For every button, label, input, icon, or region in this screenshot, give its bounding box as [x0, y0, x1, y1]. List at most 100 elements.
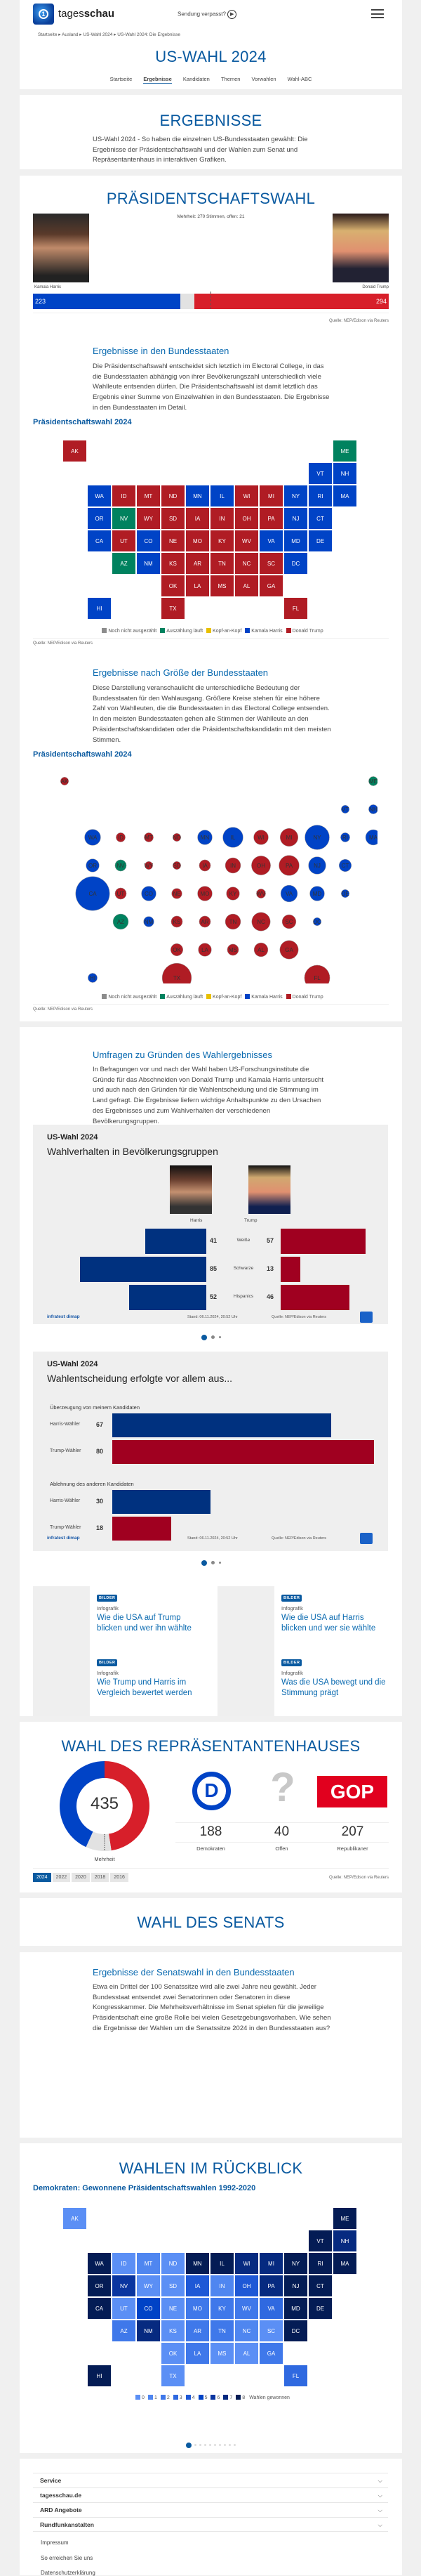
bubble-nc[interactable]: NC: [251, 912, 271, 931]
state-shape[interactable]: [186, 2343, 209, 2364]
state-mt[interactable]: MT: [137, 485, 160, 506]
state-ar[interactable]: AR: [186, 2320, 209, 2341]
bubble-de[interactable]: DE: [341, 889, 349, 898]
state-bubble[interactable]: [116, 832, 126, 842]
state-shape[interactable]: [284, 2275, 307, 2296]
state-bubble[interactable]: [198, 943, 212, 957]
state-ak[interactable]: AK: [63, 2208, 86, 2229]
bubble-in[interactable]: IN: [225, 857, 241, 874]
state-shape[interactable]: [284, 2365, 307, 2386]
history-map[interactable]: AK ME VT NH WA ID MT ND MN IL WI MI NY RI MA OR NV WY SD IA…: [62, 2206, 363, 2389]
state-shape[interactable]: [235, 2253, 258, 2274]
state-shape[interactable]: [235, 530, 258, 551]
state-sc[interactable]: SC: [260, 2320, 283, 2341]
state-ga[interactable]: GA: [260, 575, 283, 596]
state-shape[interactable]: [161, 530, 185, 551]
breadcrumb-item[interactable]: Ausland: [62, 32, 79, 37]
bubble-nd[interactable]: ND: [173, 833, 181, 842]
state-nj[interactable]: NJ: [284, 2275, 307, 2296]
state-ut[interactable]: UT: [112, 2298, 135, 2319]
state-mn[interactable]: MN: [186, 485, 209, 506]
state-bubble[interactable]: [280, 884, 298, 903]
state-bubble[interactable]: [143, 916, 154, 927]
state-tn[interactable]: TN: [210, 553, 234, 574]
state-shape[interactable]: [260, 508, 283, 529]
bubble-nj[interactable]: NJ: [308, 856, 326, 875]
carousel-dot[interactable]: [234, 2444, 236, 2447]
brand-wordmark[interactable]: tagesschau: [58, 8, 114, 20]
results-map[interactable]: AK ME VT NH WA ID MT ND MN IL WI MI NY RI MA OR NV WY SD IA…: [62, 439, 363, 625]
state-shape[interactable]: [210, 2298, 234, 2319]
state-md[interactable]: MD: [284, 2298, 307, 2319]
state-bubble[interactable]: [75, 876, 110, 911]
state-shape[interactable]: [235, 553, 258, 574]
state-bubble[interactable]: [281, 914, 297, 929]
state-shape[interactable]: [137, 508, 160, 529]
state-shape[interactable]: [161, 485, 185, 506]
state-shape[interactable]: [284, 485, 307, 506]
state-al[interactable]: AL: [235, 575, 258, 596]
state-shape[interactable]: [210, 2275, 234, 2296]
state-shape[interactable]: [210, 2320, 234, 2341]
state-ok[interactable]: OK: [161, 2343, 185, 2364]
teaser-card[interactable]: BILDER Infografik Wie Trump und Harris im …: [33, 1651, 201, 1718]
state-va[interactable]: VA: [260, 530, 283, 551]
carousel-dot[interactable]: [219, 2444, 221, 2447]
state-shape[interactable]: [260, 575, 283, 596]
state-ms[interactable]: MS: [210, 2343, 234, 2364]
state-shape[interactable]: [284, 2253, 307, 2274]
state-ut[interactable]: UT: [112, 530, 135, 551]
state-oh[interactable]: OH: [235, 508, 258, 529]
state-bubble[interactable]: [313, 917, 321, 926]
state-ri[interactable]: RI: [309, 2253, 332, 2274]
state-ks[interactable]: KS: [161, 553, 185, 574]
bubble-nh[interactable]: NH: [368, 804, 377, 814]
state-shape[interactable]: [88, 485, 111, 506]
state-shape[interactable]: [235, 575, 258, 596]
state-az[interactable]: AZ: [112, 553, 135, 574]
bubble-ne[interactable]: NE: [171, 888, 182, 899]
state-dc[interactable]: DC: [284, 2320, 307, 2341]
state-bubble[interactable]: [225, 913, 241, 930]
bubble-fl[interactable]: FL: [304, 965, 330, 983]
bubble-co[interactable]: CO: [141, 886, 156, 901]
state-nd[interactable]: ND: [161, 2253, 185, 2274]
state-dc[interactable]: DC: [284, 553, 307, 574]
state-va[interactable]: VA: [260, 2298, 283, 2319]
state-nv[interactable]: NV: [112, 508, 135, 529]
state-mn[interactable]: MN: [186, 2253, 209, 2274]
footer-link-impressum[interactable]: Impressum: [41, 2539, 69, 2546]
state-tn[interactable]: TN: [210, 2320, 234, 2341]
state-shape[interactable]: [235, 485, 258, 506]
state-ct[interactable]: CT: [309, 2275, 332, 2296]
footer-link-contact[interactable]: So erreichen Sie uns: [41, 2555, 93, 2561]
bubble-mt[interactable]: MT: [144, 832, 154, 842]
state-nc[interactable]: NC: [235, 2320, 258, 2341]
state-sc[interactable]: SC: [260, 553, 283, 574]
state-ca[interactable]: CA: [88, 530, 111, 551]
carousel-dot[interactable]: [201, 1560, 207, 1566]
tab-kandidaten[interactable]: Kandidaten: [182, 76, 210, 82]
teaser-title[interactable]: Wie Trump und Harris im Vergleich bewert…: [97, 1678, 192, 1697]
state-me[interactable]: ME: [333, 2208, 356, 2229]
state-wa[interactable]: WA: [88, 485, 111, 506]
bubble-md[interactable]: MD: [309, 886, 325, 901]
state-bubble[interactable]: [225, 857, 241, 874]
state-bubble[interactable]: [340, 832, 350, 842]
state-bubble[interactable]: [197, 886, 213, 901]
bubble-al[interactable]: AL: [253, 942, 269, 957]
state-shape[interactable]: [210, 508, 234, 529]
state-bubble[interactable]: [251, 856, 271, 875]
state-bubble[interactable]: [173, 833, 181, 842]
state-il[interactable]: IL: [210, 2253, 234, 2274]
state-shape[interactable]: [309, 2253, 332, 2274]
state-shape[interactable]: [235, 508, 258, 529]
state-shape[interactable]: [210, 575, 234, 596]
state-bubble[interactable]: [368, 804, 377, 814]
state-ak[interactable]: AK: [63, 440, 86, 462]
state-bubble[interactable]: [308, 856, 326, 875]
state-shape[interactable]: [88, 2298, 111, 2319]
bubble-ma[interactable]: MA: [365, 829, 377, 846]
state-in[interactable]: IN: [210, 508, 234, 529]
state-bubble[interactable]: [341, 805, 349, 813]
